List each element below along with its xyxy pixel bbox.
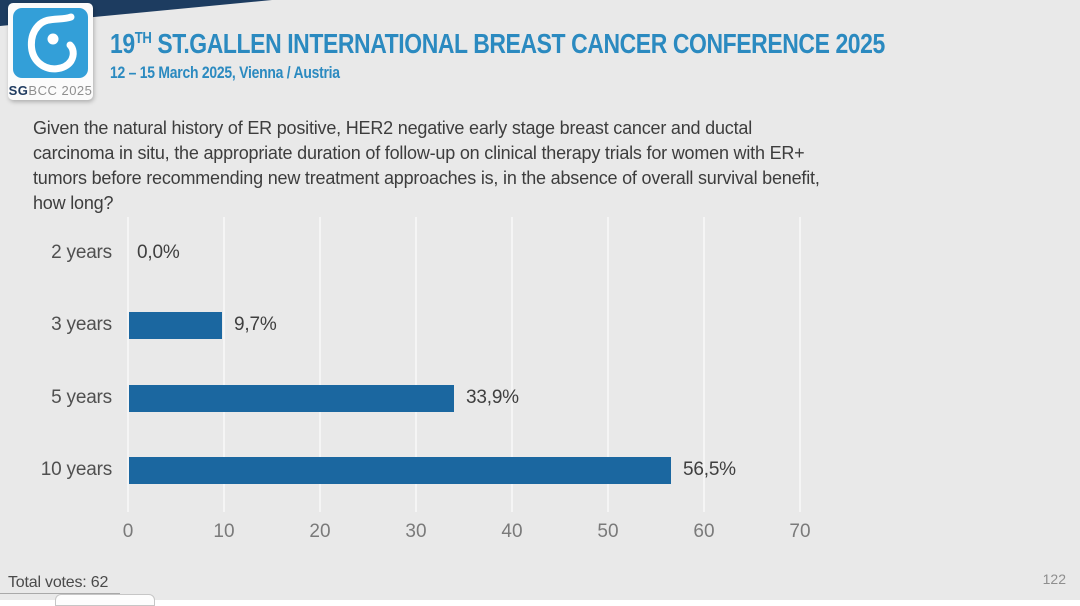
value-label: 56,5% [683, 459, 736, 480]
chart-gridline [415, 217, 417, 512]
chart-gridline [127, 217, 129, 512]
conference-title-text: ST.GALLEN INTERNATIONAL BREAST CANCER CO… [151, 28, 885, 59]
poll-question-line: Given the natural history of ER positive… [33, 118, 752, 138]
x-axis-tick-label: 0 [122, 521, 134, 542]
conference-subtitle: 12 – 15 March 2025, Vienna / Austria [110, 63, 340, 82]
x-axis-tick-label: 50 [597, 521, 619, 542]
poll-question: Given the natural history of ER positive… [33, 116, 1043, 216]
x-axis-tick-label: 40 [501, 521, 523, 542]
total-votes-underline [0, 593, 120, 594]
chart-gridline [223, 217, 225, 512]
x-axis-tick-label: 70 [789, 521, 811, 542]
category-label: 2 years [51, 242, 112, 263]
x-axis-tick-label: 10 [213, 521, 235, 542]
sgbcc-logo-mark [13, 8, 88, 78]
conference-title-number: 19 [110, 28, 135, 59]
conference-title: 19TH ST.GALLEN INTERNATIONAL BREAST CANC… [110, 28, 885, 60]
chart-gridline [607, 217, 609, 512]
poll-question-line: how long? [33, 193, 114, 213]
slide-page-number: 122 [1042, 571, 1066, 587]
result-bar [129, 311, 222, 339]
result-bar [129, 384, 454, 412]
chart-gridline [511, 217, 513, 512]
conference-title-ordinal: TH [134, 30, 152, 47]
logo-caption-rest: BCC 2025 [28, 83, 93, 98]
category-label: 5 years [51, 387, 112, 408]
total-votes-label: Total votes: 62 [8, 574, 109, 591]
poll-question-line: carcinoma in situ, the appropriate durat… [33, 143, 805, 163]
breast-drop-icon [27, 13, 77, 73]
chart-gridline [703, 217, 705, 512]
bottom-popup-partial[interactable] [55, 594, 155, 606]
logo-caption-sg: SG [8, 83, 29, 98]
sgbcc-logo: SGBCC 2025 [8, 3, 93, 100]
header-title-block: 19TH ST.GALLEN INTERNATIONAL BREAST CANC… [110, 28, 1055, 83]
chart-gridline [799, 217, 801, 512]
category-label: 10 years [40, 459, 112, 480]
value-label: 0,0% [137, 242, 180, 263]
category-label: 3 years [51, 314, 112, 335]
x-axis-tick-label: 30 [405, 521, 427, 542]
x-axis-tick-label: 60 [693, 521, 715, 542]
value-label: 9,7% [234, 314, 277, 335]
result-bar [129, 456, 671, 484]
x-axis-tick-label: 20 [309, 521, 331, 542]
poll-question-line: tumors before recommending new treatment… [33, 168, 820, 188]
chart-gridline [319, 217, 321, 512]
sgbcc-logo-caption: SGBCC 2025 [8, 83, 93, 98]
value-label: 33,9% [466, 387, 519, 408]
